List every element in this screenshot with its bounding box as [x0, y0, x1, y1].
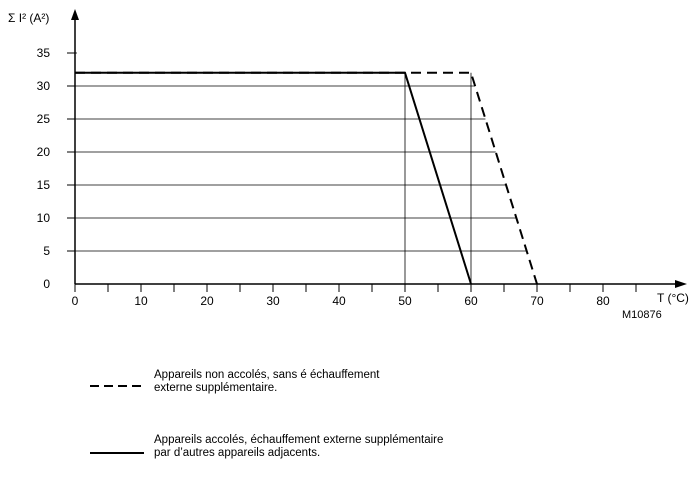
legend-label-dashed: Appareils non accolés, sans é échauffeme… — [154, 369, 379, 395]
axes — [71, 9, 687, 288]
series-line-dashed — [75, 73, 537, 284]
y-tick-label-25: 25 — [37, 112, 51, 126]
y-tick-label-20: 20 — [37, 145, 51, 159]
legend-dashed-line2: externe supplémentaire. — [154, 382, 379, 395]
temperature-derating-chart: 0 5 10 15 20 25 30 35 0 10 20 30 40 50 60 70 80 Σ I² (A²… — [0, 0, 697, 330]
solid-line-swatch — [90, 451, 144, 455]
x-tick-label-40: 40 — [332, 294, 346, 308]
y-tick-label-0: 0 — [43, 277, 50, 291]
x-tick-label-60: 60 — [464, 294, 478, 308]
y-tick-label-10: 10 — [37, 211, 51, 225]
y-tick-label-30: 30 — [37, 79, 51, 93]
series — [75, 73, 537, 284]
x-tick-label-70: 70 — [530, 294, 544, 308]
x-axis-title: T (°C) — [657, 291, 689, 305]
x-tick-label-30: 30 — [266, 294, 280, 308]
x-axis-arrow-icon — [675, 280, 687, 288]
legend-label-solid: Appareils accolés, échauffement externe … — [154, 434, 443, 460]
legend-item-solid: Appareils accolés, échauffement externe … — [90, 446, 443, 460]
legend-solid-line2: par d’autres appareils adjacents. — [154, 447, 443, 460]
x-tick-label-50: 50 — [398, 294, 412, 308]
legend-item-dashed: Appareils non accolés, sans é échauffeme… — [90, 377, 379, 395]
figure-reference: M10876 — [622, 309, 662, 321]
ticks: 0 5 10 15 20 25 30 35 0 10 20 30 40 50 60 70 80 — [37, 46, 636, 308]
x-tick-label-20: 20 — [200, 294, 214, 308]
series-line-solid — [75, 73, 471, 284]
legend-dashed-line1: Appareils non accolés, sans é échauffeme… — [154, 369, 379, 382]
x-tick-label-80: 80 — [596, 294, 610, 308]
y-axis-arrow-icon — [71, 9, 79, 20]
y-axis-title: Σ I² (A²) — [8, 11, 49, 25]
x-tick-label-10: 10 — [134, 294, 148, 308]
x-tick-label-0: 0 — [72, 294, 79, 308]
y-tick-label-35: 35 — [37, 46, 51, 60]
y-tick-label-15: 15 — [37, 178, 51, 192]
y-tick-label-5: 5 — [43, 244, 50, 258]
dashed-line-swatch — [90, 384, 144, 388]
gridlines — [67, 53, 527, 284]
legend-solid-line1: Appareils accolés, échauffement externe … — [154, 434, 443, 447]
